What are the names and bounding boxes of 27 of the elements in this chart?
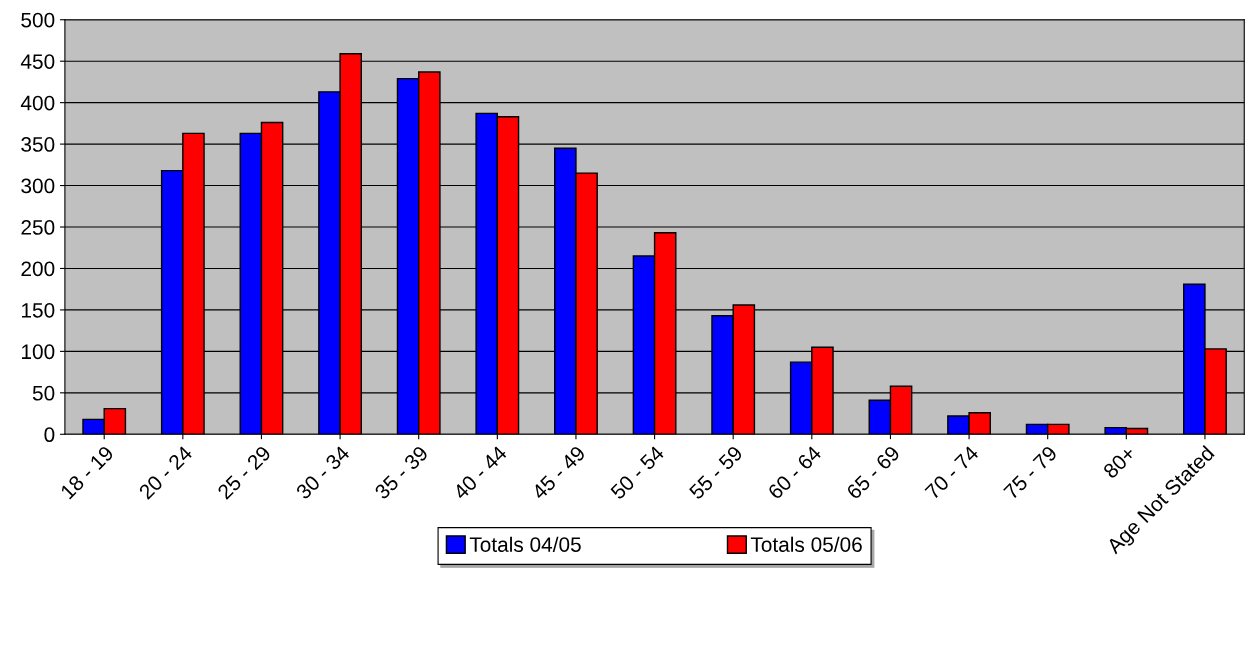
x-tick-label: 45 - 49	[530, 445, 587, 501]
y-tick-label: 350	[21, 137, 55, 152]
y-tick-label: 500	[21, 12, 55, 28]
y-tick-label: 250	[21, 220, 55, 235]
x-tick-label: 55 - 59	[688, 445, 744, 501]
y-tick-label: 300	[21, 178, 55, 194]
y-tick-label: 50	[32, 385, 55, 401]
y-tick-label: 100	[22, 344, 55, 360]
y-tick-label: 450	[20, 54, 55, 69]
y-tick-label: 400	[20, 95, 55, 111]
x-tick-label: 40 - 44	[452, 444, 508, 501]
x-tick-label: 20 - 24	[138, 444, 194, 500]
y-tick-label: 200	[21, 261, 55, 277]
x-tick-label: 60 - 64	[767, 444, 823, 500]
legend-label: Totals 04/05	[469, 536, 581, 552]
x-tick-label: 25 - 29	[216, 445, 272, 500]
x-tick-label: 80+	[1102, 445, 1137, 480]
y-tick-label: 150	[22, 302, 55, 318]
x-tick-label: 35 - 39	[373, 445, 429, 501]
legend-label: Totals 05/06	[750, 536, 862, 552]
x-tick-label: 50 - 54	[609, 444, 665, 501]
y-tick-label: 0	[44, 427, 55, 443]
x-tick-label: 75 - 79	[1002, 445, 1058, 500]
x-tick-label: 70 - 74	[924, 444, 980, 500]
x-tick-label: 65 - 69	[845, 445, 901, 500]
x-tick-label: 30 - 34	[295, 444, 351, 501]
x-tick-label: 18 - 19	[59, 445, 115, 500]
